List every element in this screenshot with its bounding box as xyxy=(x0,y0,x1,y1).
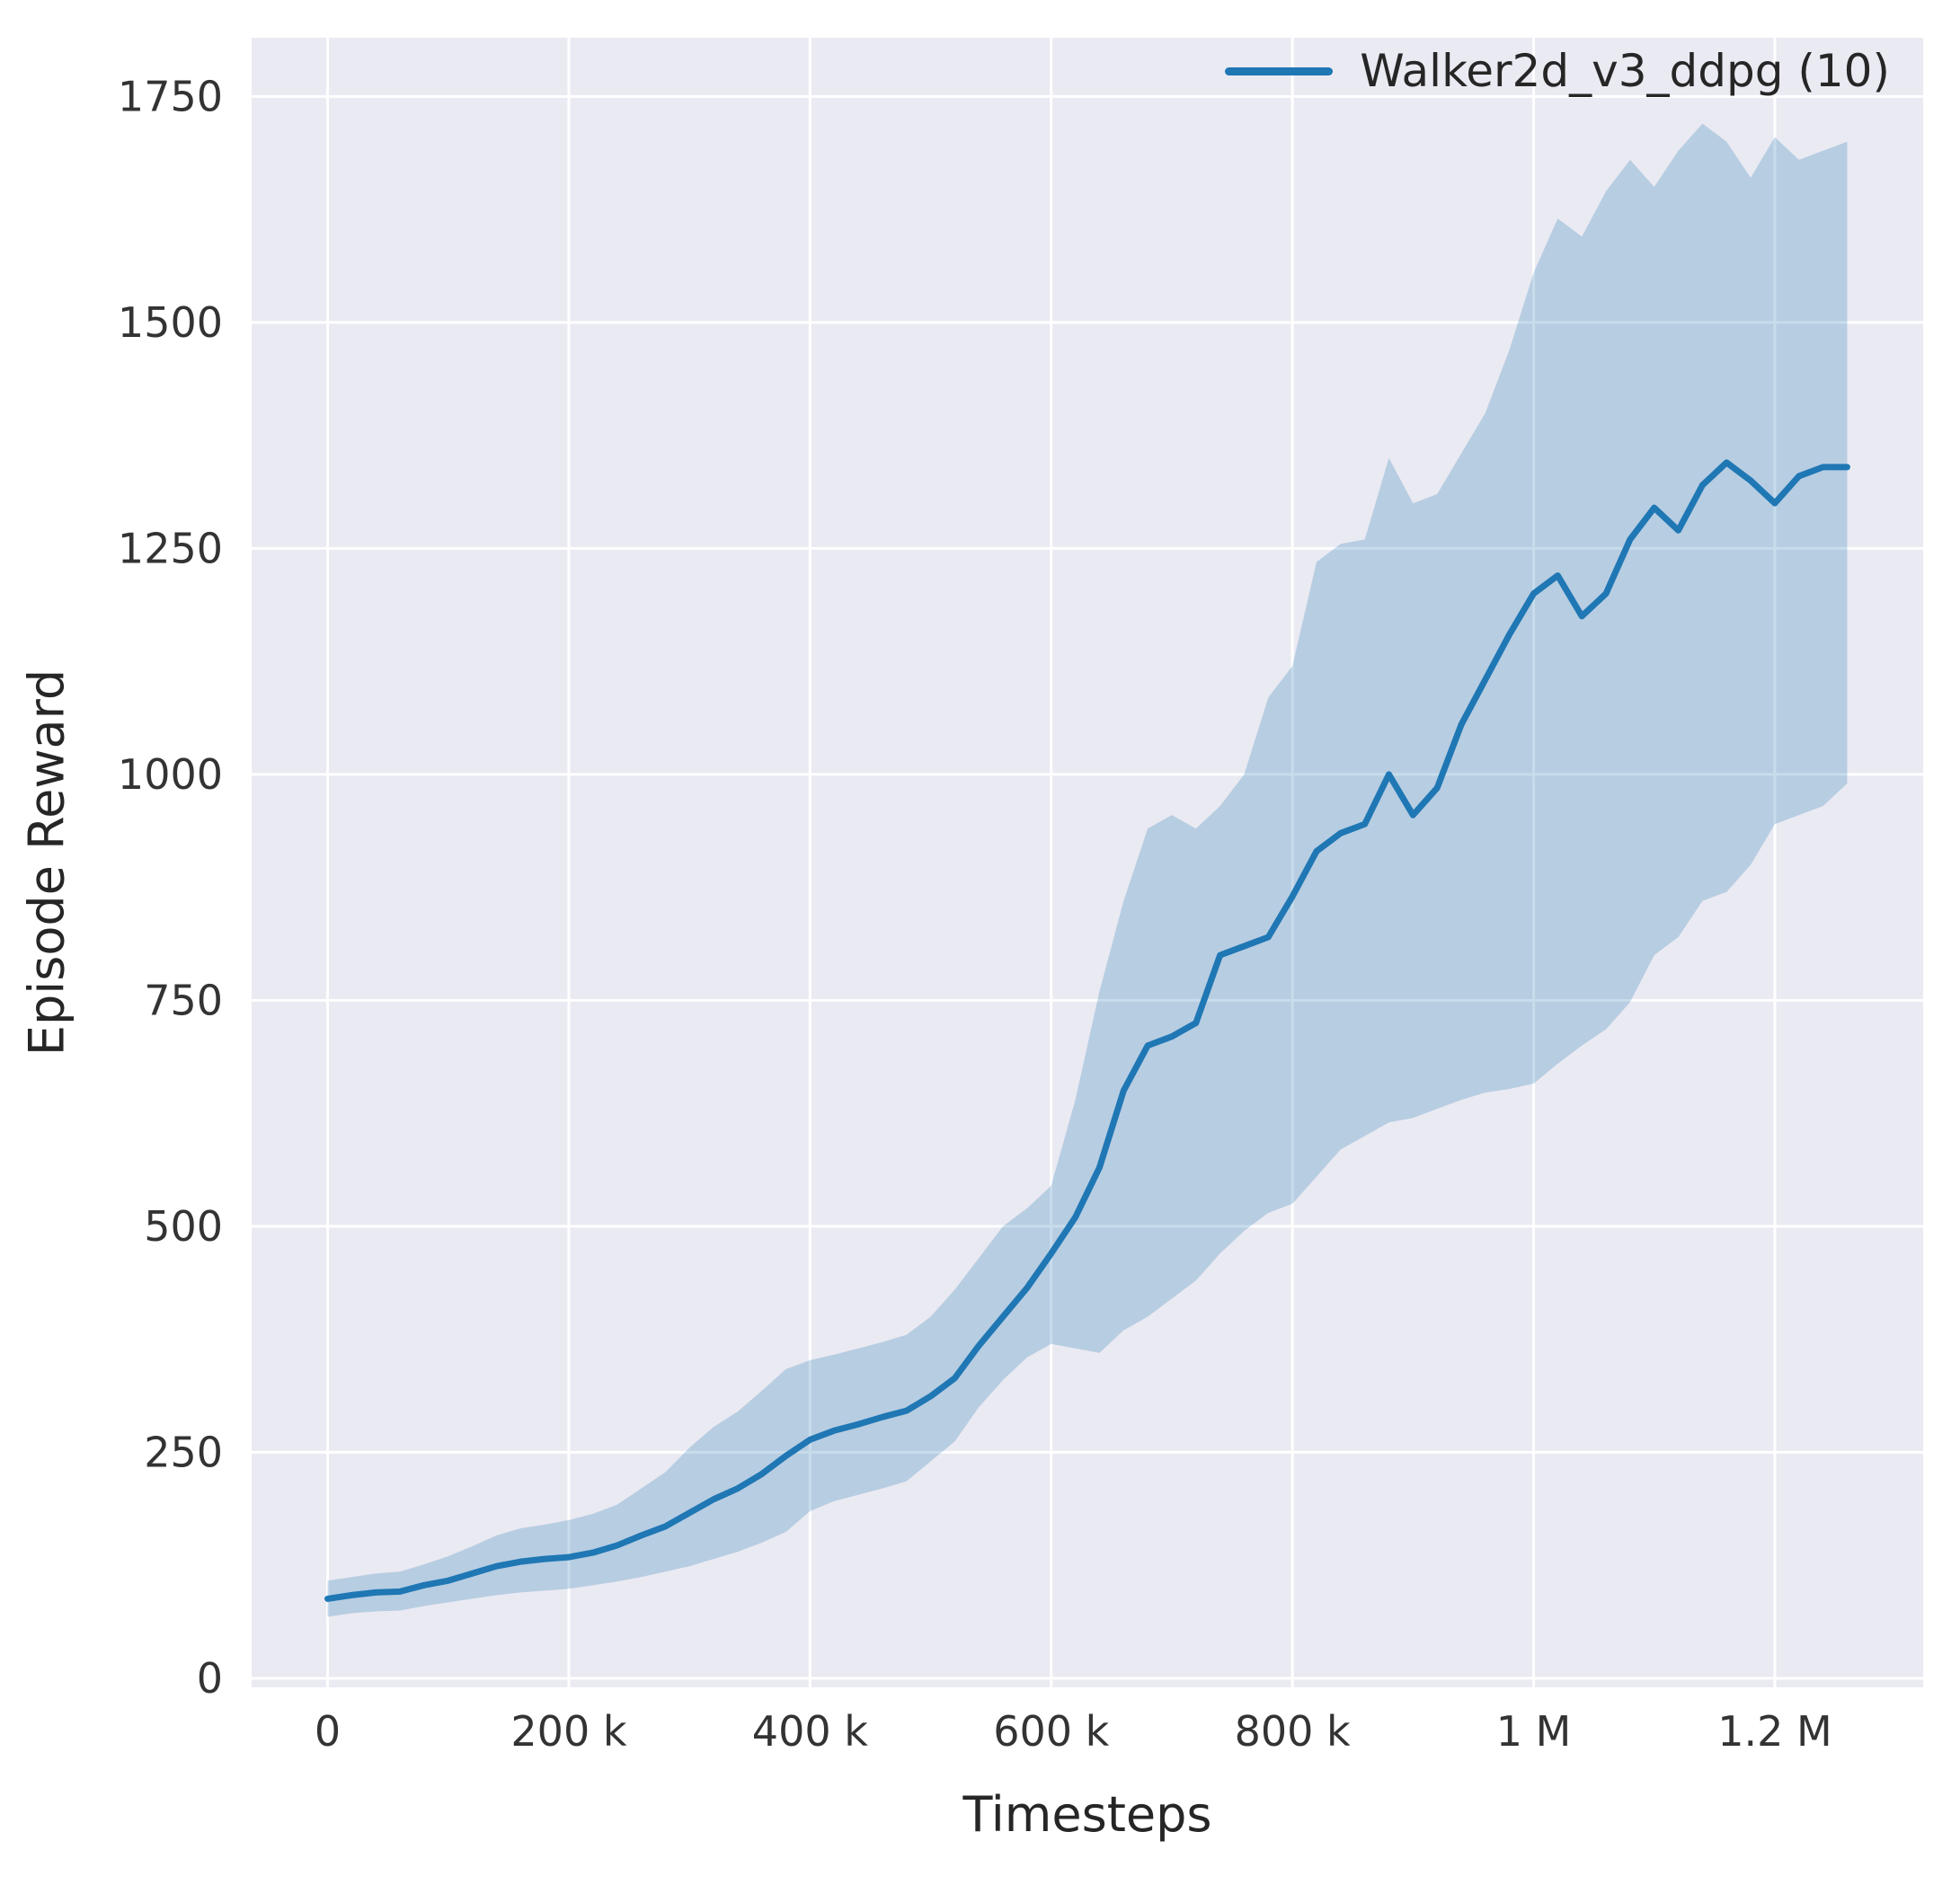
x-tick-label: 0 xyxy=(315,1707,341,1756)
y-tick-label: 250 xyxy=(144,1428,223,1476)
x-tick-label: 600 k xyxy=(993,1707,1109,1756)
x-axis-label: Timesteps xyxy=(962,1786,1212,1843)
x-tick-label: 400 k xyxy=(752,1707,868,1756)
x-tick-label: 1 M xyxy=(1496,1707,1572,1756)
y-tick-label: 1500 xyxy=(118,298,223,347)
legend-label: Walker2d_v3_ddpg (10) xyxy=(1360,45,1890,97)
y-tick-label: 1750 xyxy=(118,72,223,120)
y-tick-label: 500 xyxy=(144,1202,223,1251)
mean-line xyxy=(324,459,1850,1602)
y-axis-label: Episode Reward xyxy=(18,668,75,1057)
x-tick-label: 1.2 M xyxy=(1717,1707,1831,1756)
x-tick-label: 200 k xyxy=(510,1707,626,1756)
legend-line-sample xyxy=(1225,66,1334,75)
plot-background xyxy=(252,38,1923,1687)
y-tick-label: 1000 xyxy=(118,750,223,799)
x-tick-label: 800 k xyxy=(1235,1707,1351,1756)
legend: Walker2d_v3_ddpg (10) xyxy=(1225,45,1890,97)
confidence-band xyxy=(327,123,1848,1617)
y-tick-label: 1250 xyxy=(118,524,223,572)
y-tick-label: 750 xyxy=(144,976,223,1024)
y-tick-label: 0 xyxy=(197,1654,223,1703)
